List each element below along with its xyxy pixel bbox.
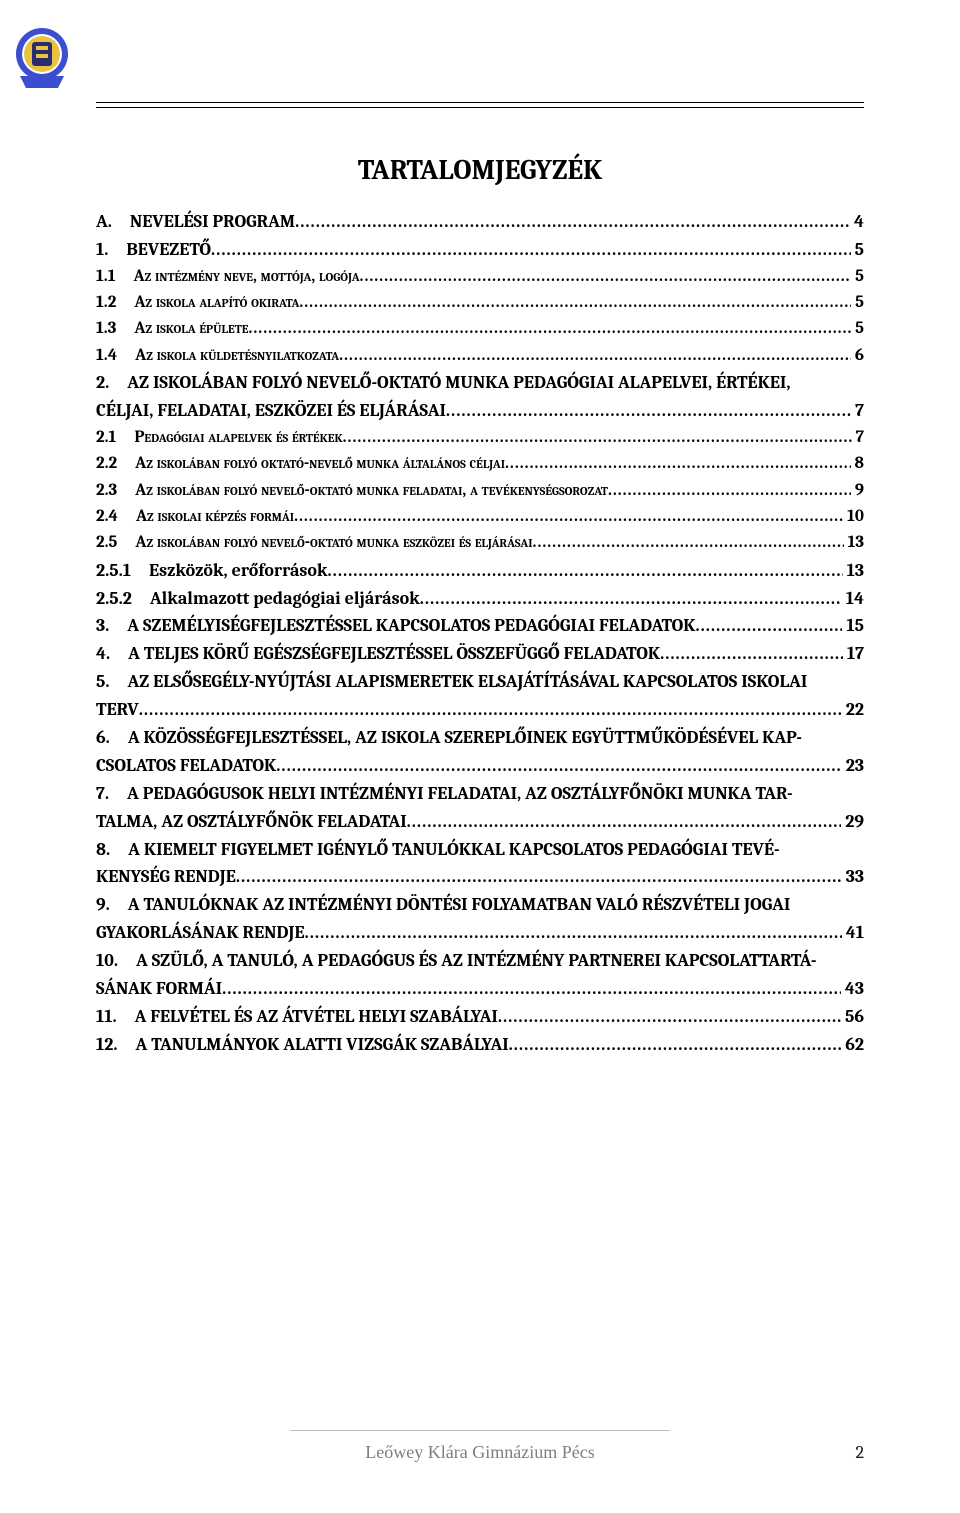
toc-entry: 7.A PEDAGÓGUSOK HELYI INTÉZMÉNYI FELADAT… [96,780,864,808]
page-title: TARTALOMJEGYZÉK [96,154,864,186]
school-logo [12,24,72,100]
toc-entry-cont: TERV....................................… [96,696,864,724]
toc-entry-cont: CSOLATOS FELADATOK......................… [96,752,864,780]
table-of-contents: A.NEVELÉSI PROGRAM......................… [96,208,864,1059]
toc-entry: 2.5Az iskolában folyó nevelő-oktató munk… [96,530,864,556]
toc-entry: 12.A TANULMÁNYOK ALATTI VIZSGÁK SZABÁLYA… [96,1031,864,1059]
toc-entry-cont: CÉLJAI, FELADATAI, ESZKÖZEI ÉS ELJÁRÁSAI… [96,397,864,425]
toc-entry: 2.1Pedagógiai alapelvek és értékek......… [96,425,864,451]
toc-entry: 10.A SZÜLŐ, A TANULÓ, A PEDAGÓGUS ÉS AZ … [96,947,864,975]
toc-entry: A.NEVELÉSI PROGRAM......................… [96,208,864,236]
toc-entry-cont: GYAKORLÁSÁNAK RENDJE....................… [96,919,864,947]
toc-entry: 2.5.1Eszközök, erőforrások..............… [96,557,864,585]
toc-entry: 4.A TELJES KÖRŰ EGÉSZSÉGFEJLESZTÉSSEL ÖS… [96,640,864,668]
footer-rule [290,1430,670,1431]
toc-entry-cont: SÁNAK FORMÁI............................… [96,975,864,1003]
toc-entry: 5.AZ ELSŐSEGÉLY-NYÚJTÁSI ALAPISMERETEK E… [96,668,864,696]
toc-entry-cont: KENYSÉG RENDJE..........................… [96,863,864,891]
toc-entry: 6.A KÖZÖSSÉGFEJLESZTÉSSEL, AZ ISKOLA SZE… [96,724,864,752]
toc-entry: 2.5.2Alkalmazott pedagógiai eljárások...… [96,585,864,613]
toc-entry: 8.A KIEMELT FIGYELMET IGÉNYLŐ TANULÓKKAL… [96,836,864,864]
toc-entry: 2.AZ ISKOLÁBAN FOLYÓ NEVELŐ-OKTATÓ MUNKA… [96,369,864,397]
toc-entry: 2.4Az iskolai képzés formái.............… [96,504,864,530]
toc-entry: 3.A SZEMÉLYISÉGFEJLESZTÉSSEL KAPCSOLATOS… [96,612,864,640]
toc-entry-cont: TALMA, AZ OSZTÁLYFŐNÖK FELADATAI........… [96,808,864,836]
toc-entry: 2.2Az iskolában folyó oktató-nevelő munk… [96,451,864,477]
toc-entry: 1.1Az intézmény neve, mottója, logója...… [96,264,864,290]
header-rule-thin [96,107,864,108]
toc-entry: 9.A TANULÓKNAK AZ INTÉZMÉNYI DÖNTÉSI FOL… [96,891,864,919]
toc-entry: 1.BEVEZETŐ..............................… [96,236,864,264]
toc-entry: 2.3Az iskolában folyó nevelő-oktató munk… [96,478,864,504]
toc-entry: 1.4Az iskola küldetésnyilatkozata.......… [96,343,864,369]
page-number: 2 [856,1442,865,1463]
toc-entry: 11.A FELVÉTEL ÉS AZ ÁTVÉTEL HELYI SZABÁL… [96,1003,864,1031]
footer-text: Leőwey Klára Gimnázium Pécs [0,1442,960,1463]
toc-entry: 1.2Az iskola alapító okirata............… [96,290,864,316]
toc-entry: 1.3Az iskola épülete....................… [96,316,864,342]
header-rule [96,102,864,103]
